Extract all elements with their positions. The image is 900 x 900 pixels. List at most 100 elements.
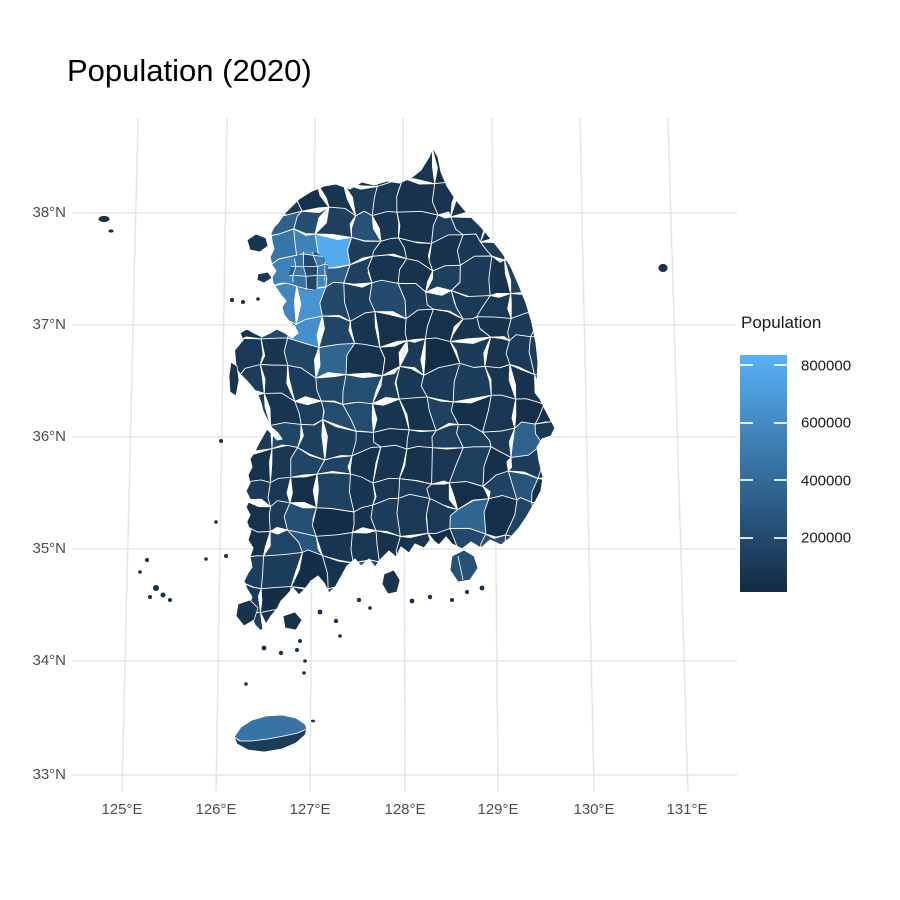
islet [278,650,284,656]
island [246,233,269,253]
island [107,228,115,234]
district-cell [502,148,539,158]
district-cell [454,581,493,613]
island [381,569,401,595]
x-tick-label: 128°E [384,801,426,818]
island [282,611,303,631]
islet [244,682,248,686]
district-cell [293,148,324,184]
x-tick-label: 125°E [101,801,143,818]
x-tick-label: 127°E [289,801,331,818]
islet [261,645,267,651]
district-cell [425,606,456,631]
plot-title: Population (2020) [67,53,312,88]
district-cell [482,153,513,189]
district-cell [454,148,486,164]
islet [219,439,223,443]
island-ulleungdo [657,263,669,273]
district-cell [231,498,250,539]
y-tick-label: 36°N [32,428,66,446]
islet [338,634,342,638]
seoul-district-cell [303,265,319,277]
district-cell [236,286,273,324]
district-cell [289,473,318,509]
district-cell [453,608,492,631]
islet [333,618,339,624]
legend-tick-label: 600000 [801,414,852,432]
y-tick-label: 34°N [32,652,66,670]
district-cell [239,479,272,508]
district-cell [503,587,541,613]
district-cell [528,336,555,376]
district-cell [502,149,535,191]
district-cell [482,148,509,163]
x-tick-label: 130°E [573,801,615,818]
legend-tick-mark [774,479,787,481]
x-tick-label: 129°E [477,801,519,818]
y-tick-label: 33°N [32,766,66,784]
seoul-district-cell [302,288,318,291]
islet [409,598,415,604]
district-cell [231,556,248,593]
district-cell [539,283,555,325]
mainland-coastline [230,146,556,632]
islands [97,215,669,753]
district-cell [260,148,295,161]
district-cell [260,155,296,179]
islet [303,659,307,663]
islet [168,598,172,602]
islet [153,585,159,591]
district-cell [535,608,555,631]
islet [204,557,208,561]
district-cell [238,148,267,178]
district-cell [458,158,493,189]
district-cell [344,589,384,615]
district-cell [231,420,243,455]
district-cell [531,189,555,212]
island [235,599,259,627]
district-cell [501,608,539,631]
islet [224,554,228,558]
district-cell [395,582,434,616]
district-cell [531,501,555,539]
islet [138,570,142,574]
legend-tick-mark [774,364,787,366]
islet [160,592,166,598]
district-cell [489,582,506,613]
islet [302,671,306,675]
district-cell [403,607,434,631]
district-cell [536,231,555,271]
district-cell [427,579,464,612]
islet [256,297,260,301]
islet [479,585,485,591]
district-cell [350,530,380,564]
islet [295,648,299,652]
district-cell [237,148,266,158]
district-cell [504,230,541,266]
island-geoje [449,549,479,583]
district-cell [231,230,245,264]
district-cell [396,177,440,217]
island [228,361,240,397]
district-cell [395,558,438,585]
islet [214,520,218,524]
district-cell [537,585,555,613]
legend-tick-mark [740,537,753,539]
island [310,718,316,724]
islet [427,594,433,600]
legend-colorbar [740,355,787,592]
islet [148,595,152,599]
islet [241,300,245,304]
district-cell [316,472,355,513]
island [97,215,111,223]
islet [145,558,149,562]
islet [450,598,454,602]
islet [356,597,362,603]
legend-tick-mark [740,364,753,366]
district-cell [348,609,374,631]
y-tick-label: 38°N [32,204,66,222]
district-cell [480,609,509,631]
legend-tick-mark [774,537,787,539]
district-cell [452,362,492,403]
